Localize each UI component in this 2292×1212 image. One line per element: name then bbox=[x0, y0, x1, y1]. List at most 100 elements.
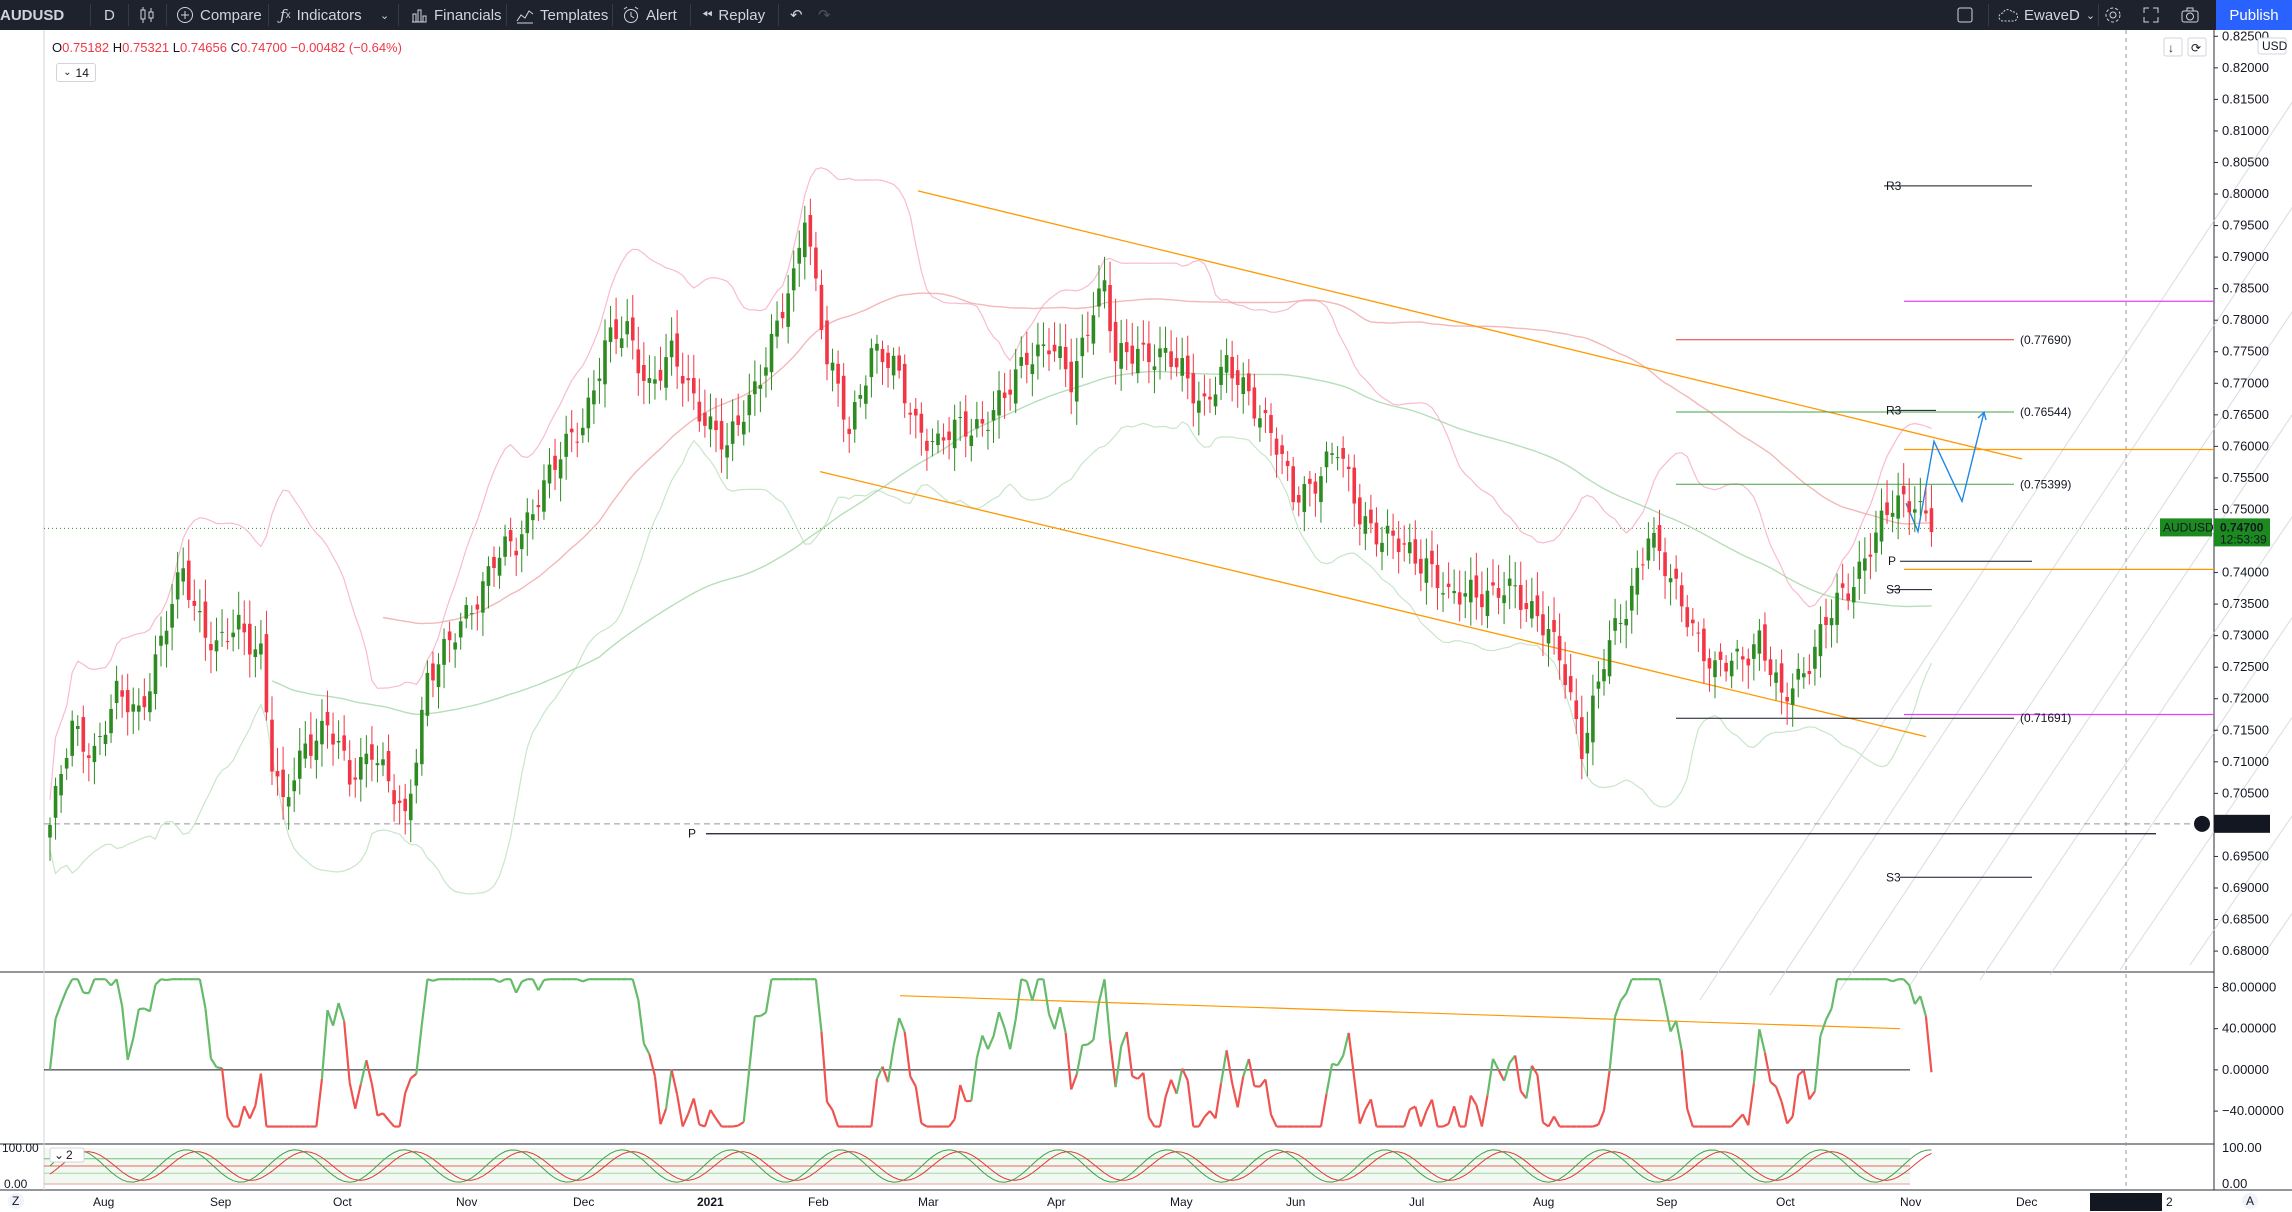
osc-segment bbox=[1108, 1040, 1117, 1088]
candle-body bbox=[1568, 676, 1573, 693]
osc-segment bbox=[1353, 1077, 1361, 1124]
candle-body bbox=[558, 459, 563, 479]
candle-body bbox=[1491, 582, 1495, 586]
candle-body bbox=[1685, 607, 1690, 628]
candle-body bbox=[1136, 348, 1140, 374]
candle-body bbox=[175, 572, 180, 600]
snapshot-button[interactable] bbox=[2180, 0, 2200, 30]
candle-body bbox=[375, 763, 380, 766]
price-tick-label: 0.71000 bbox=[2222, 754, 2269, 769]
candle-body bbox=[286, 797, 291, 807]
candle-body bbox=[1657, 525, 1662, 551]
osc-segment bbox=[1525, 1065, 1533, 1099]
pivot-s3-label: S3 bbox=[1886, 583, 1901, 597]
osc-segment bbox=[1769, 1081, 1777, 1088]
osc-segment bbox=[1752, 1029, 1761, 1084]
osc-segment bbox=[1819, 1019, 1828, 1037]
fib-label: (0.77690) bbox=[2020, 333, 2071, 347]
osc-segment bbox=[1625, 978, 1633, 994]
osc-segment bbox=[687, 1098, 695, 1115]
compare-button[interactable]: Compare bbox=[176, 0, 262, 30]
candle-body bbox=[1247, 373, 1251, 392]
candle-body bbox=[919, 413, 924, 433]
candle-body bbox=[958, 416, 962, 418]
candle-body bbox=[575, 441, 580, 443]
settings-button[interactable] bbox=[2104, 0, 2122, 30]
candle-body bbox=[1646, 538, 1651, 561]
redo-button[interactable]: ↷ bbox=[818, 0, 831, 30]
osc-segment bbox=[998, 1011, 1006, 1029]
candle-body bbox=[1374, 522, 1379, 545]
osc-segment bbox=[1608, 1016, 1617, 1072]
osc-segment bbox=[1602, 1070, 1611, 1111]
candle-body bbox=[270, 719, 274, 772]
candle-body bbox=[1752, 644, 1756, 659]
time-tick-label: Oct bbox=[1776, 1195, 1795, 1209]
zoom-button bbox=[8, 1193, 24, 1209]
time-tick-label: Apr bbox=[1047, 1195, 1066, 1209]
replay-button[interactable]: ⏪︎ Replay bbox=[702, 0, 765, 30]
indicator-templates-dropdown[interactable]: ⌄ bbox=[380, 0, 389, 30]
candle-body bbox=[1052, 344, 1057, 352]
candle-body bbox=[203, 601, 208, 638]
osc-segment bbox=[1075, 1044, 1084, 1075]
candle-body bbox=[1124, 342, 1129, 353]
candle-body bbox=[619, 338, 624, 348]
osc-segment bbox=[637, 999, 645, 1044]
osc-segment bbox=[653, 1076, 662, 1125]
candle-body bbox=[1002, 392, 1007, 399]
candle-body bbox=[414, 762, 419, 786]
projection-arrowhead bbox=[1977, 410, 1987, 421]
candle-body bbox=[120, 690, 124, 697]
time-tick-label: Nov bbox=[456, 1195, 477, 1209]
price-tick-label: 0.71500 bbox=[2222, 722, 2269, 737]
osc-segment bbox=[1780, 1101, 1789, 1124]
candle-body bbox=[1885, 502, 1889, 515]
osc-segment bbox=[226, 1116, 235, 1128]
candle-body bbox=[137, 705, 141, 712]
symbol-search[interactable]: AUDUSD bbox=[0, 0, 64, 30]
candle-body bbox=[1086, 334, 1090, 336]
candle-body bbox=[1857, 561, 1862, 579]
indicators-toggle[interactable]: ⌄ 14 bbox=[56, 63, 96, 82]
osc-segment bbox=[881, 1066, 890, 1083]
templates-button[interactable]: Templates bbox=[516, 0, 608, 30]
candle-body bbox=[536, 504, 541, 508]
chart-canvas[interactable]: R3 R3 P S3 P S3 (0.77690) (0.76544) (0.75399) (0.… bbox=[0, 30, 2292, 1212]
osc-segment bbox=[1730, 1119, 1739, 1128]
osc-segment bbox=[427, 978, 434, 982]
candle-body bbox=[1713, 660, 1717, 678]
interval-button[interactable]: D bbox=[104, 0, 115, 30]
osc-segment bbox=[1475, 1104, 1483, 1127]
undo-button[interactable]: ↶ bbox=[790, 0, 803, 30]
osc-segment bbox=[909, 1075, 917, 1088]
osc-segment bbox=[198, 979, 207, 1009]
financials-button[interactable]: Financials bbox=[410, 0, 502, 30]
chart-type-button[interactable] bbox=[138, 0, 156, 30]
user-label: EwaveD bbox=[2024, 6, 2080, 24]
candle-body bbox=[1191, 373, 1196, 404]
alert-button[interactable]: Alert bbox=[622, 0, 677, 30]
osc-segment bbox=[1120, 1031, 1128, 1047]
time-tick-label: Sep bbox=[210, 1195, 232, 1209]
candle-body bbox=[1180, 358, 1184, 376]
time-tick-label: May bbox=[1170, 1195, 1193, 1209]
osc-segment bbox=[382, 1112, 390, 1121]
osc-segment bbox=[820, 1031, 829, 1102]
candle-body bbox=[697, 401, 702, 422]
candle-body bbox=[1224, 355, 1229, 373]
candle-body bbox=[353, 777, 358, 780]
osc-segment bbox=[986, 1035, 995, 1050]
publish-button[interactable]: Publish bbox=[2216, 0, 2292, 30]
time-tick-label: Dec bbox=[573, 1195, 594, 1209]
osc-segment bbox=[1147, 1116, 1156, 1128]
candle-body bbox=[542, 480, 546, 512]
moving-average-slow bbox=[271, 370, 1932, 716]
candle-body bbox=[1546, 628, 1551, 644]
crosshair-date-label bbox=[2090, 1193, 2162, 1211]
fullscreen-button[interactable] bbox=[2142, 0, 2160, 30]
layout-button[interactable] bbox=[1956, 0, 1974, 30]
user-menu[interactable]: EwaveD ⌄ bbox=[1998, 0, 2095, 30]
price-tick-label: 0.69500 bbox=[2222, 848, 2269, 863]
